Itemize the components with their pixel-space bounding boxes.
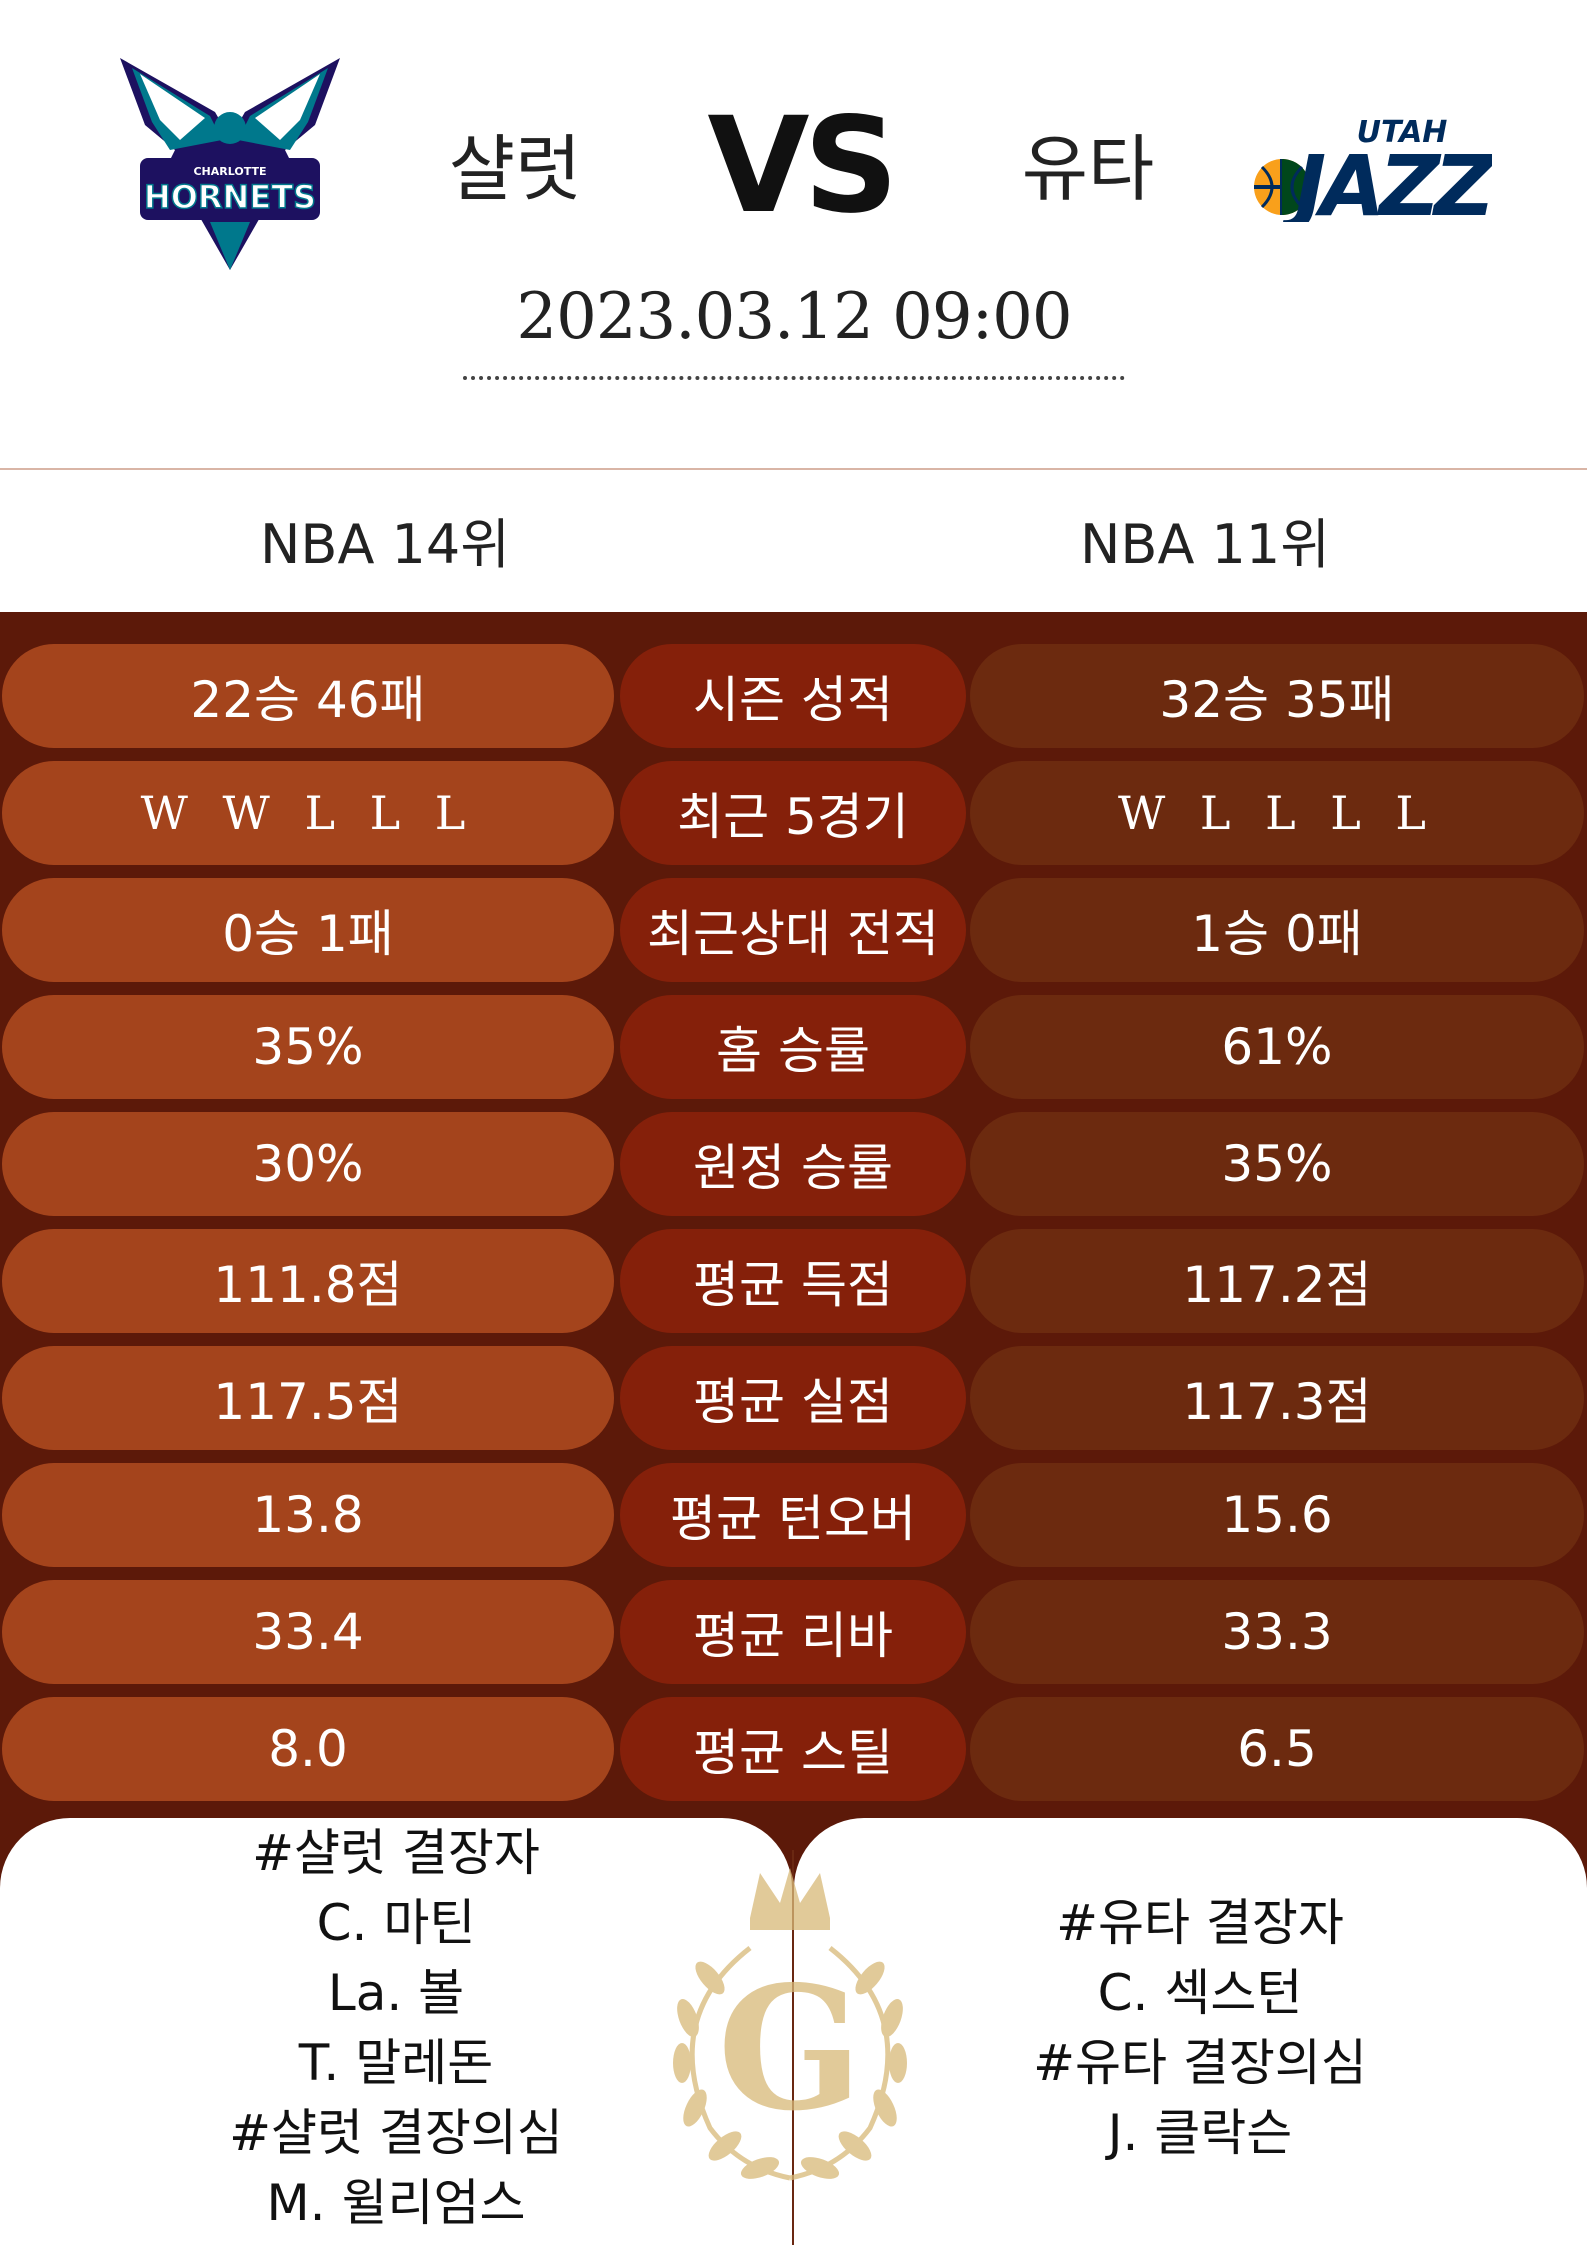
stat-label: 평균 턴오버	[620, 1463, 966, 1567]
away-stat-value: 33.3	[970, 1580, 1584, 1684]
stat-label: 최근상대 전적	[620, 878, 966, 982]
away-stat-value: W L L L L	[970, 761, 1584, 865]
away-stat-value: 6.5	[970, 1697, 1584, 1801]
away-stat-value: 1승 0패	[970, 878, 1584, 982]
home-stat-value: 8.0	[2, 1697, 614, 1801]
hornets-logo: CHARLOTTE HORNETS	[110, 50, 350, 275]
home-stat-value: 35%	[2, 995, 614, 1099]
home-stat-value: 13.8	[2, 1463, 614, 1567]
stat-label: 평균 득점	[620, 1229, 966, 1333]
away-stat-value: 15.6	[970, 1463, 1584, 1567]
away-injury-line: J. 클락슨	[1107, 2104, 1293, 2162]
section-divider	[0, 468, 1587, 470]
away-injury-panel: #유타 결장자 C. 섹스턴 #유타 결장의심 J. 클락슨	[794, 1818, 1587, 2248]
stat-label: 원정 승률	[620, 1112, 966, 1216]
stat-row-home-win-rate: 35% 홈 승률 61%	[0, 995, 1587, 1099]
stat-label: 평균 실점	[620, 1346, 966, 1450]
home-rank: NBA 14위	[260, 513, 510, 576]
stat-label: 평균 리바	[620, 1580, 966, 1684]
away-stat-value: 32승 35패	[970, 644, 1584, 748]
hornets-logo-top: CHARLOTTE	[193, 165, 266, 178]
stat-row-avg-turnover: 13.8 평균 턴오버 15.6	[0, 1463, 1587, 1567]
stat-row-season-record: 22승 46패 시즌 성적 32승 35패	[0, 644, 1587, 748]
vs-label: VS	[707, 89, 898, 243]
home-stat-value: 117.5점	[2, 1346, 614, 1450]
stat-label: 홈 승률	[620, 995, 966, 1099]
injury-divider	[792, 1850, 794, 2245]
jazz-logo-bottom: JAZZ	[1281, 137, 1492, 222]
away-injury-line: #유타 결장자	[1056, 1894, 1344, 1952]
stats-table: 22승 46패 시즌 성적 32승 35패 W W L L L 최근 5경기 W…	[0, 612, 1587, 1830]
away-stat-value: 61%	[970, 995, 1584, 1099]
stat-row-avg-steal: 8.0 평균 스틸 6.5	[0, 1697, 1587, 1801]
away-stat-value: 35%	[970, 1112, 1584, 1216]
home-stat-value: 0승 1패	[2, 878, 614, 982]
jazz-logo-top: UTAH	[1357, 115, 1448, 150]
stat-row-head-to-head: 0승 1패 최근상대 전적 1승 0패	[0, 878, 1587, 982]
home-team-name: 샬럿	[448, 127, 582, 211]
home-injury-line: C. 마틴	[316, 1894, 476, 1952]
stat-row-avg-points: 111.8점 평균 득점 117.2점	[0, 1229, 1587, 1333]
stat-label: 평균 스틸	[620, 1697, 966, 1801]
home-injury-line: T. 말레돈	[298, 2034, 494, 2092]
away-stat-value: 117.3점	[970, 1346, 1584, 1450]
hornets-logo-bottom: HORNETS	[144, 178, 316, 216]
stat-label: 시즌 성적	[620, 644, 966, 748]
crown-laurel-logo: G	[640, 1868, 940, 2208]
away-injury-line: C. 섹스턴	[1097, 1964, 1303, 2022]
home-stat-value: 33.4	[2, 1580, 614, 1684]
home-injury-list: #샬럿 결장자 C. 마틴 La. 볼 T. 말레돈 #샬럿 결장의심 M. 윌…	[0, 1818, 792, 2238]
home-injury-line: #샬럿 결장자	[252, 1824, 540, 1882]
away-injury-list: #유타 결장자 C. 섹스턴 #유타 결장의심 J. 클락슨	[794, 1888, 1587, 2168]
stat-row-away-win-rate: 30% 원정 승률 35%	[0, 1112, 1587, 1216]
home-stat-value: 111.8점	[2, 1229, 614, 1333]
home-stat-value: 30%	[2, 1112, 614, 1216]
date-underline	[463, 376, 1125, 380]
home-stat-value: 22승 46패	[2, 644, 614, 748]
away-injury-line: #유타 결장의심	[1033, 2034, 1367, 2092]
stat-row-last5: W W L L L 최근 5경기 W L L L L	[0, 761, 1587, 865]
away-rank: NBA 11위	[1080, 513, 1330, 576]
away-team-name: 유타	[1021, 127, 1155, 211]
home-injury-line: La. 볼	[327, 1964, 465, 2022]
away-stat-value: 117.2점	[970, 1229, 1584, 1333]
stat-row-avg-allowed: 117.5점 평균 실점 117.3점	[0, 1346, 1587, 1450]
home-stat-value: W W L L L	[2, 761, 614, 865]
jazz-logo: UTAH JAZZ	[1252, 112, 1503, 235]
match-datetime: 2023.03.12 09:00	[516, 280, 1072, 354]
stat-row-avg-rebound: 33.4 평균 리바 33.3	[0, 1580, 1587, 1684]
logo-letter: G	[717, 1949, 862, 2149]
stat-label: 최근 5경기	[620, 761, 966, 865]
home-injury-line: #샬럿 결장의심	[229, 2104, 563, 2162]
home-injury-panel: #샬럿 결장자 C. 마틴 La. 볼 T. 말레돈 #샬럿 결장의심 M. 윌…	[0, 1818, 792, 2248]
home-injury-line: M. 윌리엄스	[266, 2174, 526, 2232]
